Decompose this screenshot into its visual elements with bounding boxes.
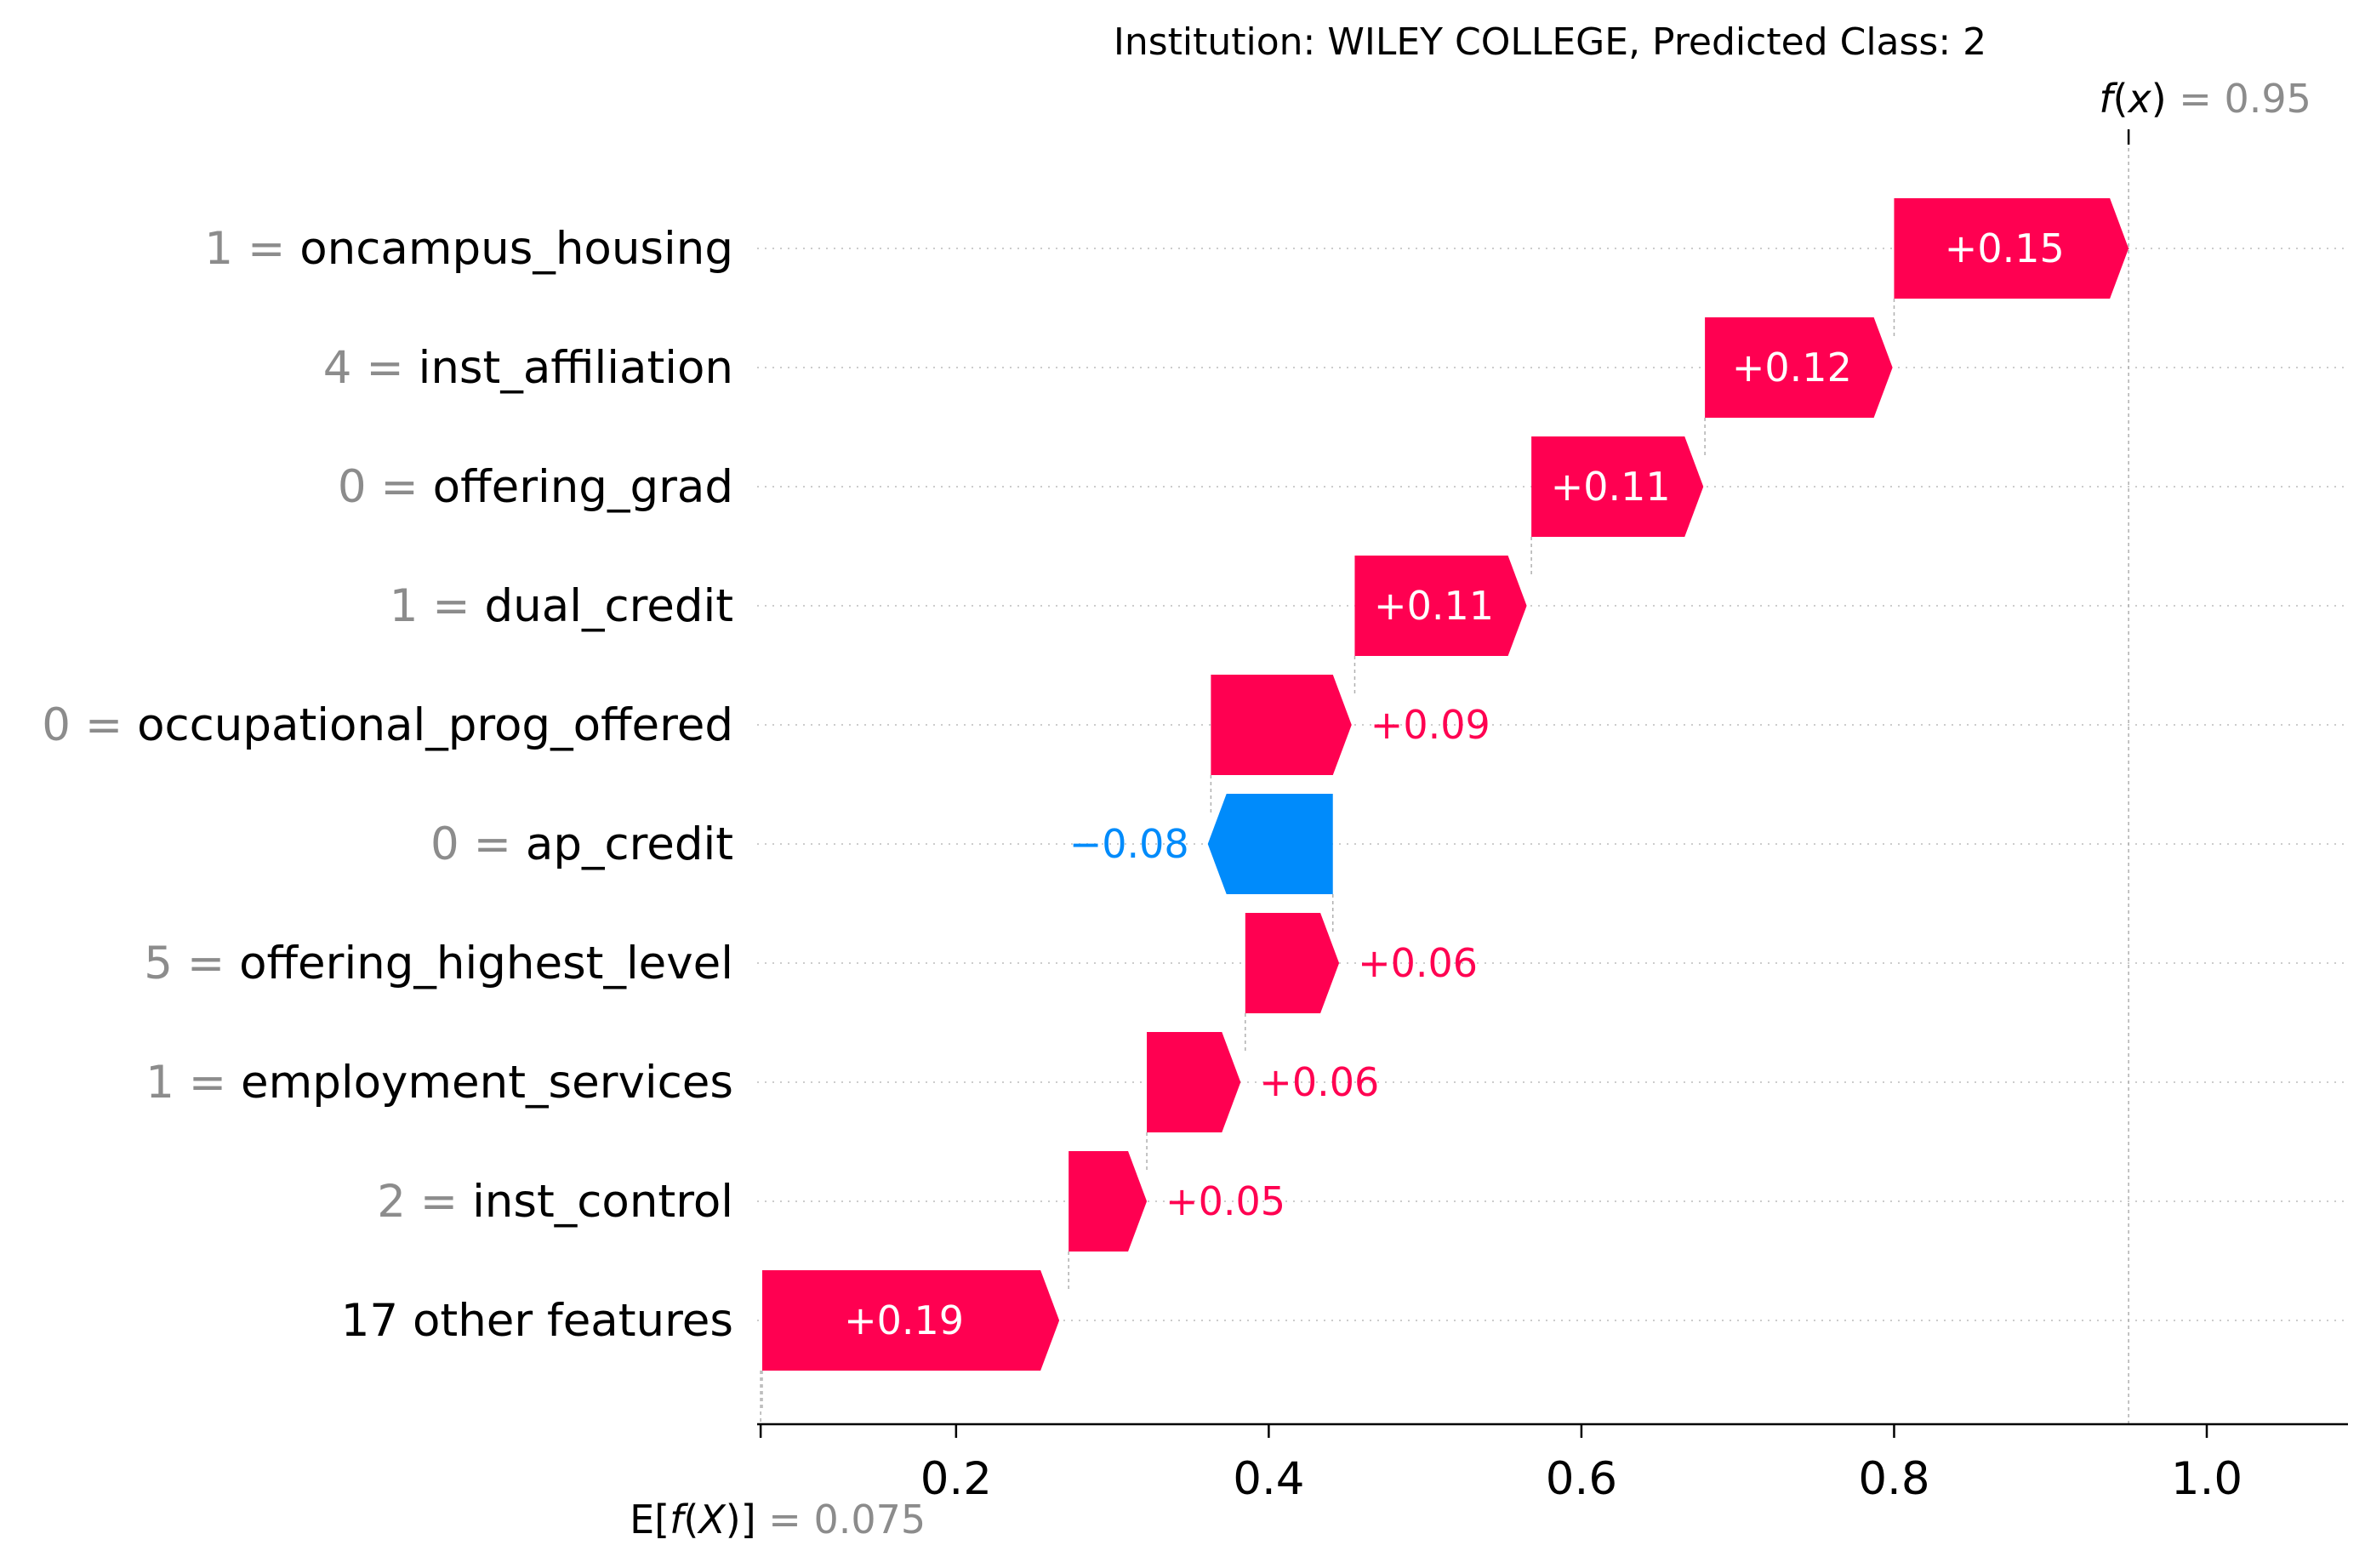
feature-name: occupational_prog_offered [137, 699, 733, 751]
feature-value: 0 = [430, 818, 526, 870]
feature-name: ap_credit [526, 818, 733, 870]
label-layer: 1 = oncampus_housing 4 = inst_affiliation… [42, 223, 2065, 1347]
waterfall-bar [1207, 794, 1333, 894]
bar-value-label: +0.06 [1259, 1059, 1379, 1105]
feature-label: 0 = offering_grad [338, 461, 733, 513]
feature-label: 4 = inst_affiliation [323, 342, 733, 394]
feature-name: inst_affiliation [419, 342, 733, 394]
feature-label: 5 = offering_highest_level [144, 938, 733, 989]
bar-value-label: +0.05 [1165, 1178, 1285, 1224]
chart-title: Institution: WILEY COLLEGE, Predicted Cl… [1114, 20, 1986, 64]
feature-name: oncampus_housing [299, 223, 733, 275]
connector-layer [760, 134, 2129, 1424]
bar-layer [761, 198, 2129, 1371]
waterfall-bar [1245, 913, 1340, 1013]
feature-label: 1 = employment_services [145, 1057, 733, 1109]
feature-name: inst_control [472, 1176, 733, 1228]
waterfall-bar [1894, 198, 2129, 299]
feature-value: 1 = [145, 1057, 241, 1109]
x-axis: 0.2 0.4 0.6 0.8 1.0 [757, 129, 2348, 1505]
feature-label: 17 other features [341, 1295, 733, 1347]
annotation-layer: f(x) = 0.95 E[f(X)] = 0.075 [630, 76, 2311, 1542]
feature-label: 1 = dual_credit [390, 580, 733, 632]
bar-value-label: +0.06 [1358, 940, 1478, 986]
feature-label: 2 = inst_control [377, 1176, 733, 1228]
bar-value-label: +0.19 [844, 1297, 964, 1343]
feature-label: 0 = ap_credit [430, 818, 733, 870]
feature-value: 5 = [144, 938, 239, 989]
feature-label: 0 = occupational_prog_offered [42, 699, 733, 751]
waterfall-bar [1354, 556, 1527, 656]
x-tick-label: 0.2 [920, 1453, 992, 1505]
feature-name: dual_credit [485, 580, 733, 632]
grid-layer [757, 248, 2348, 1321]
waterfall-bar [1147, 1032, 1241, 1132]
base-annotation: E[f(X)] = 0.075 [630, 1497, 926, 1542]
feature-value: 1 = [390, 580, 485, 632]
feature-label: 1 = oncampus_housing [204, 223, 733, 275]
waterfall-bar [1211, 675, 1352, 775]
feature-name: 17 other features [341, 1295, 733, 1347]
bar-value-label: −0.08 [1069, 821, 1189, 867]
waterfall-bar [1705, 317, 1893, 418]
x-tick-label: 0.8 [1858, 1453, 1929, 1505]
bar-value-label: +0.15 [1945, 225, 2065, 271]
bar-value-label: +0.09 [1371, 702, 1490, 748]
feature-value: 0 = [42, 699, 137, 751]
output-annotation: f(x) = 0.95 [2099, 76, 2311, 122]
feature-value: 4 = [323, 342, 419, 394]
feature-name: employment_services [241, 1057, 733, 1109]
x-tick-label: 1.0 [2171, 1453, 2242, 1505]
waterfall-bar [761, 1270, 1060, 1371]
bar-value-label: +0.11 [1374, 583, 1494, 629]
feature-value: 1 = [204, 223, 299, 275]
bar-value-label: +0.12 [1732, 345, 1852, 391]
feature-value: 0 = [338, 461, 433, 513]
x-tick-label: 0.4 [1233, 1453, 1304, 1505]
x-tick-label: 0.6 [1546, 1453, 1617, 1505]
bar-value-label: +0.11 [1551, 464, 1671, 510]
feature-name: offering_highest_level [239, 938, 733, 989]
feature-name: offering_grad [433, 461, 733, 513]
waterfall-bar [1531, 436, 1704, 537]
feature-value: 2 = [377, 1176, 472, 1228]
waterfall-bar [1069, 1151, 1148, 1252]
